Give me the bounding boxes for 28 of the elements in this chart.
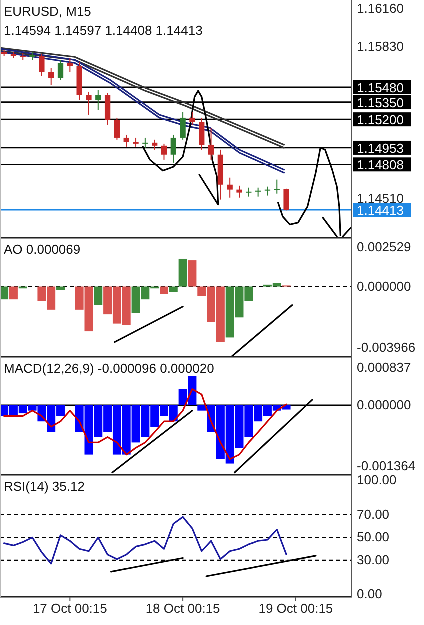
y-tick-label: 0.000000: [357, 397, 412, 412]
ref-line-label: 1.15200: [357, 112, 404, 128]
y-tick-label: 1.14510: [357, 190, 404, 206]
x-tick-label: 18 Oct 00:15: [146, 601, 220, 616]
chart-title: MACD(12,26,9) -0.000096 0.000020: [4, 361, 214, 376]
y-tick-label: 0.00: [357, 586, 382, 602]
chart-title: RSI(14) 35.12: [4, 479, 85, 494]
y-tick-label: 30.00: [357, 552, 390, 568]
y-tick-label: 0.000000: [357, 278, 412, 294]
y-tick-label: 1.15830: [357, 39, 404, 54]
text: 1.14594 1.14597 1.14408 1.14413: [4, 23, 203, 38]
y-tick-label: 0.000837: [357, 360, 412, 375]
y-tick-label: 0.002529: [357, 240, 412, 255]
y-tick-label: 100.00: [357, 472, 397, 488]
ref-line-label: 1.15350: [357, 95, 404, 110]
ref-line-label: 1.14413: [357, 203, 404, 218]
chart-title: EURUSD, M15: [4, 4, 92, 19]
ref-line-label: 1.14953: [357, 140, 404, 156]
y-tick-label: 1.16160: [357, 1, 404, 16]
y-tick-label: -0.003966: [357, 340, 416, 355]
ref-line-label: 1.14808: [357, 158, 404, 173]
x-tick-label: 19 Oct 00:15: [258, 601, 334, 616]
y-tick-label: 50.00: [357, 530, 390, 545]
y-tick-label: -0.001364: [357, 458, 416, 474]
ref-line-label: 1.15480: [357, 80, 404, 96]
chart-title: AO 0.000069: [4, 242, 81, 257]
x-tick-label: 17 Oct 00:15: [32, 601, 108, 616]
y-tick-label: 70.00: [357, 506, 390, 522]
